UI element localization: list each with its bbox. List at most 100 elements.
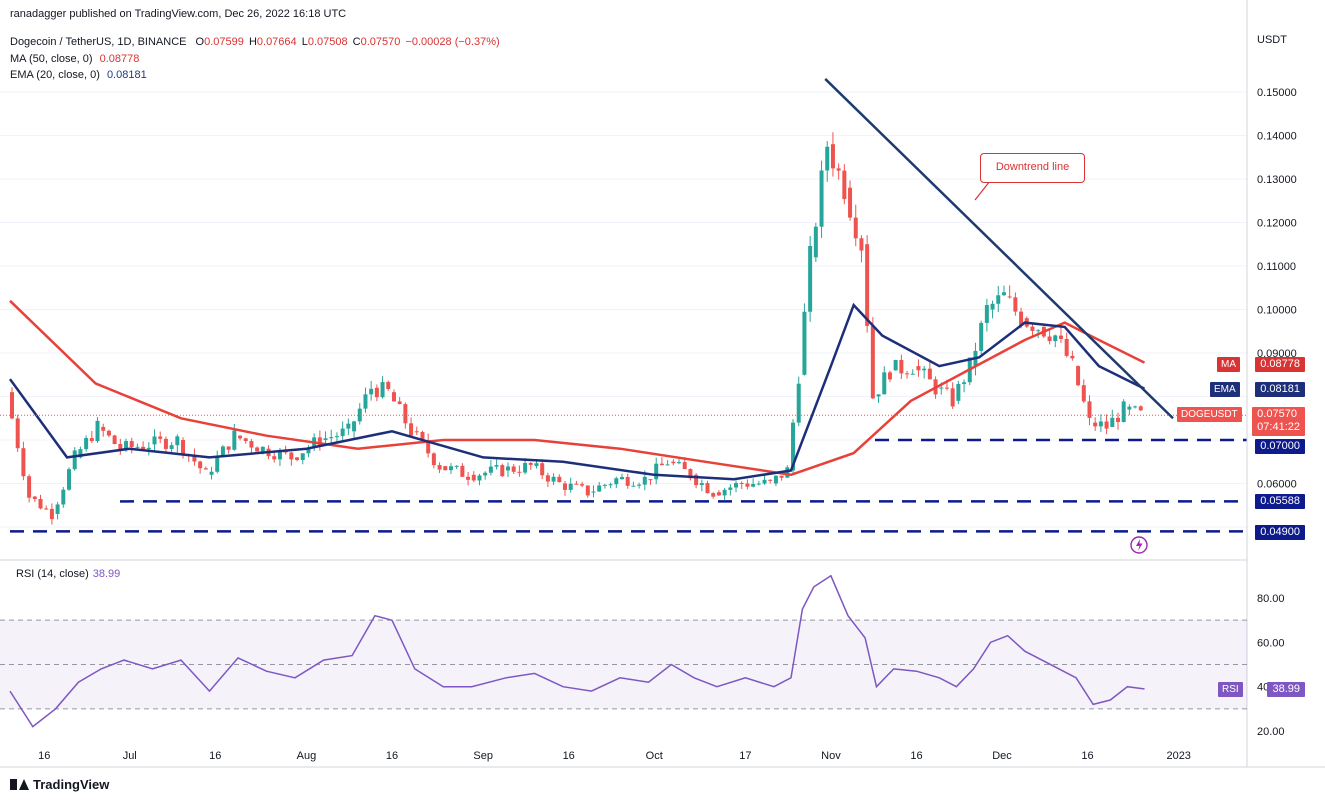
price-tick-label: 0.13000: [1257, 174, 1297, 186]
candle-body: [346, 423, 351, 429]
candle-body: [853, 217, 858, 239]
candle-body: [295, 457, 300, 460]
low-label: L: [301, 36, 308, 48]
candle-body: [1110, 417, 1115, 427]
candle-body: [979, 322, 984, 351]
candle-body: [386, 382, 391, 390]
ema-legend[interactable]: EMA (20, close, 0) 0.08181: [10, 69, 147, 81]
candle-body: [728, 487, 733, 490]
candle-body: [505, 466, 510, 471]
symbol-title[interactable]: Dogecoin / TetherUS, 1D, BINANCE: [10, 36, 187, 48]
candle-body: [825, 146, 830, 171]
ohlc-legend: Dogecoin / TetherUS, 1D, BINANCE O0.0759…: [10, 36, 500, 48]
candle-body: [437, 465, 442, 470]
candle-body: [152, 436, 157, 445]
rsi-tick-label: 60.00: [1257, 637, 1285, 649]
ema-legend-value: 0.08181: [106, 69, 147, 81]
alert-icon[interactable]: [1130, 536, 1148, 554]
rsi-pane: [0, 619, 1247, 710]
candle-body: [272, 456, 277, 460]
candle-body: [443, 466, 448, 471]
downtrend-annotation[interactable]: Downtrend line: [980, 153, 1085, 183]
publisher-caption: ranadagger published on TradingView.com,…: [10, 8, 347, 20]
candle-body: [648, 479, 653, 481]
candle-body: [1036, 330, 1041, 332]
candle-body: [591, 491, 596, 493]
candle-body: [169, 445, 174, 449]
rsi-tag-name: RSI: [1218, 682, 1243, 697]
candle-body: [15, 418, 20, 449]
candle-body: [802, 311, 807, 375]
time-tick-label: 16: [563, 750, 575, 762]
candle-body: [996, 295, 1001, 304]
candle-body: [488, 466, 493, 473]
rsi-tick-label: 80.00: [1257, 593, 1285, 605]
rsi-legend-label: RSI (14, close): [16, 568, 89, 580]
candle-body: [106, 430, 111, 436]
time-tick-label: 2023: [1166, 750, 1190, 762]
candle-body: [848, 187, 853, 218]
downtrend-line[interactable]: [824, 78, 1174, 420]
candle-body: [1047, 336, 1052, 342]
candle-body: [842, 170, 847, 200]
candle-body: [876, 394, 881, 397]
ma-legend[interactable]: MA (50, close, 0) 0.08778: [10, 53, 139, 65]
candle-body: [163, 438, 168, 449]
candle-body: [255, 447, 260, 452]
candle-body: [89, 438, 94, 442]
candle-body: [380, 382, 385, 398]
rsi-legend[interactable]: RSI (14, close) 38.99: [16, 568, 120, 580]
candle-body: [950, 388, 955, 407]
support-levels: [10, 438, 1247, 533]
level-tag-2: 0.05588: [1255, 494, 1305, 509]
ma-legend-label: MA (50, close, 0): [10, 53, 93, 65]
candle-body: [517, 471, 522, 473]
candle-body: [209, 471, 214, 475]
candle-body: [1019, 311, 1024, 326]
ma-legend-value: 0.08778: [99, 53, 140, 65]
time-tick-label: Oct: [646, 750, 663, 762]
price-tick-label: 0.12000: [1257, 218, 1297, 230]
candle-body: [568, 483, 573, 490]
tradingview-logo[interactable]: TradingView: [10, 777, 109, 792]
candle-body: [334, 436, 339, 438]
candle-body: [352, 421, 357, 432]
candle-body: [791, 422, 796, 471]
candle-body: [1007, 296, 1012, 298]
candle-body: [1081, 385, 1086, 402]
candle-body: [329, 437, 334, 439]
price-tick-label: 0.15000: [1257, 87, 1297, 99]
candle-body: [511, 466, 516, 472]
candle-body: [956, 383, 961, 401]
candle-body: [620, 477, 625, 480]
high-value: 0.07664: [256, 36, 297, 48]
candle-body: [711, 493, 716, 497]
candle-body: [84, 438, 89, 450]
candle-body: [203, 468, 208, 470]
candle-body: [739, 483, 744, 485]
candle-body: [192, 454, 197, 462]
open-value: 0.07599: [204, 36, 244, 48]
candle-body: [391, 392, 396, 402]
candle-body: [779, 475, 784, 478]
candle-body: [887, 372, 892, 380]
candle-body: [523, 462, 528, 473]
price-tag: 0.07570 07:41:22: [1252, 407, 1305, 436]
time-tick-label: Jul: [123, 750, 137, 762]
candle-body: [939, 387, 944, 389]
candle-body: [785, 467, 790, 478]
tradingview-wordmark: TradingView: [33, 777, 110, 792]
candle-body: [716, 492, 721, 496]
candle-body: [1001, 292, 1006, 296]
price-axis-ticks: 0.15000 0.14000 0.13000 0.12000 0.11000 0.100…: [1257, 87, 1297, 491]
candle-body: [551, 476, 556, 482]
candle-body: [625, 477, 630, 486]
candle-body: [215, 456, 220, 472]
candle-body: [602, 484, 607, 486]
candle-body: [431, 453, 436, 466]
candle-body: [1030, 326, 1035, 331]
candle-body: [95, 420, 100, 442]
symbol-tag-name: DOGEUSDT: [1177, 407, 1242, 422]
candle-body: [1127, 406, 1132, 410]
